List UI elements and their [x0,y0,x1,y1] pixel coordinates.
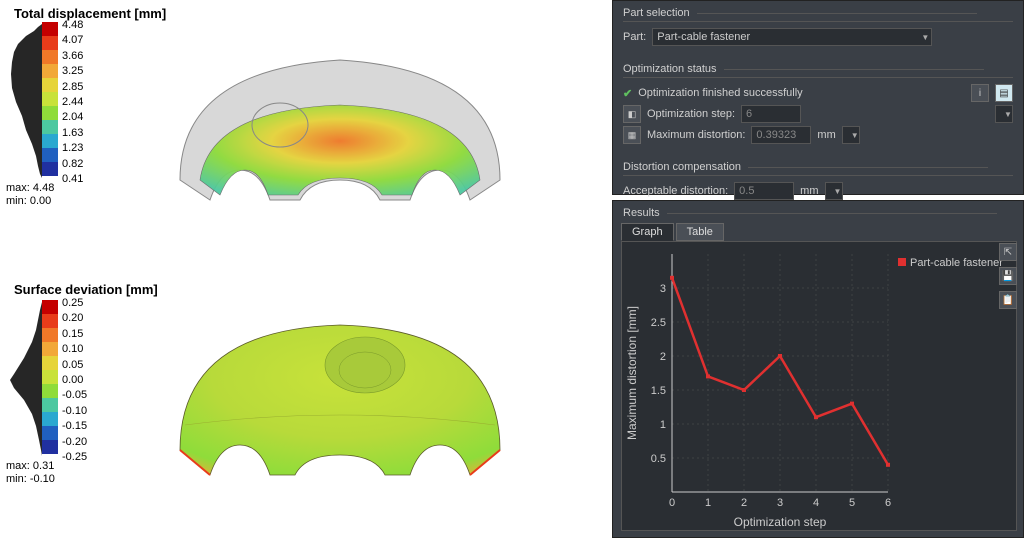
svg-text:Maximum distortion [mm]: Maximum distortion [mm] [625,306,639,440]
max-dist-input[interactable] [751,126,811,144]
svg-text:4: 4 [813,497,819,509]
deviation-render [150,300,530,500]
legend-tick: 4.07 [62,33,83,48]
legend-tick: 3.66 [62,49,83,64]
opt-step-input[interactable] [741,105,801,123]
legend-tick: 0.25 [62,296,87,311]
displacement-max: max: 4.48 [6,182,54,194]
svg-text:Part-cable fastener: Part-cable fastener [910,257,1003,269]
accept-dist-input[interactable] [734,182,794,200]
svg-text:1: 1 [660,419,666,431]
copy-icon[interactable]: 📋 [999,291,1017,309]
deviation-max: max: 0.31 [6,460,54,472]
deviation-colorbar [42,300,58,454]
legend-tick: 1.23 [62,141,83,156]
legend-tick: 1.63 [62,126,83,141]
svg-text:2: 2 [741,497,747,509]
save-icon[interactable]: 💾 [999,267,1017,285]
legend-tick: 0.15 [62,327,87,342]
dist-comp-title: Distortion compensation [623,161,1013,176]
legend-tick: -0.05 [62,388,87,403]
chevron-down-icon: ▼ [851,131,859,140]
chevron-down-icon: ▼ [1004,110,1012,119]
opt-step-dropdown[interactable]: ▼ [995,105,1013,123]
unit-label: mm [817,129,835,141]
legend-tick: 0.05 [62,358,87,373]
svg-text:3: 3 [777,497,783,509]
svg-text:6: 6 [885,497,891,509]
legend-tick: 0.10 [62,342,87,357]
chevron-down-icon: ▼ [921,33,929,42]
tab-graph[interactable]: Graph [621,223,674,241]
part-select[interactable]: Part-cable fastener▼ [652,28,932,46]
legend-tick: 0.82 [62,157,83,172]
distortion-icon: ▦ [623,126,641,144]
svg-text:3: 3 [660,283,666,295]
legend-tick: 3.25 [62,64,83,79]
part-selection-title: Part selection [623,7,1013,22]
svg-text:5: 5 [849,497,855,509]
document-icon[interactable]: ▤ [995,84,1013,102]
legend-tick: 2.85 [62,80,83,95]
legend-tick: 2.04 [62,110,83,125]
legend-tick: -0.20 [62,435,87,450]
step-icon: ◧ [623,105,641,123]
svg-text:2.5: 2.5 [651,317,666,329]
displacement-histogram [8,22,42,180]
deviation-min: min: -0.10 [6,473,55,485]
legend-tick: 4.48 [62,18,83,33]
accept-dist-dropdown[interactable]: ▼ [825,182,843,200]
results-panel: Results Graph Table 0 1 2 3 4 5 6 0.5 1 1.5 2 2.5 3 M… [612,200,1024,538]
opt-status-title: Optimization status [623,63,1013,78]
displacement-render [150,30,530,220]
opt-step-label: Optimization step: [647,108,735,120]
svg-text:1.5: 1.5 [651,385,666,397]
opt-status-text: Optimization finished successfully [638,87,802,99]
legend-tick: -0.10 [62,404,87,419]
chevron-down-icon: ▼ [834,187,842,196]
legend-tick: 2.44 [62,95,83,110]
legend-tick: 0.41 [62,172,83,187]
check-icon: ✔ [623,87,632,100]
export-icon[interactable]: ⇱ [999,243,1017,261]
svg-text:Optimization step: Optimization step [734,515,827,529]
settings-panel: Part selection Part: Part-cable fastener… [612,0,1024,195]
svg-text:0.5: 0.5 [651,453,666,465]
max-dist-dropdown[interactable]: ▼ [842,126,860,144]
results-chart: 0 1 2 3 4 5 6 0.5 1 1.5 2 2.5 3 Maximum distortion [m… [621,241,1017,531]
svg-text:1: 1 [705,497,711,509]
legend-tick: 0.00 [62,373,87,388]
info-icon[interactable]: i [971,84,989,102]
results-title: Results [623,207,997,221]
part-label: Part: [623,31,646,43]
legend-tick: 0.20 [62,311,87,326]
legend-tick: -0.15 [62,419,87,434]
deviation-ticks: 0.250.200.150.100.050.00-0.05-0.10-0.15-… [62,296,87,465]
displacement-ticks: 4.484.073.663.252.852.442.041.631.230.82… [62,18,83,187]
unit-label: mm [800,185,818,197]
deviation-histogram [8,300,42,458]
accept-dist-label: Acceptable distortion: [623,185,728,197]
displacement-min: min: 0.00 [6,195,51,207]
svg-text:2: 2 [660,351,666,363]
displacement-colorbar [42,22,58,176]
tab-table[interactable]: Table [676,223,724,241]
legend-tick: -0.25 [62,450,87,465]
max-dist-label: Maximum distortion: [647,129,745,141]
svg-text:0: 0 [669,497,675,509]
